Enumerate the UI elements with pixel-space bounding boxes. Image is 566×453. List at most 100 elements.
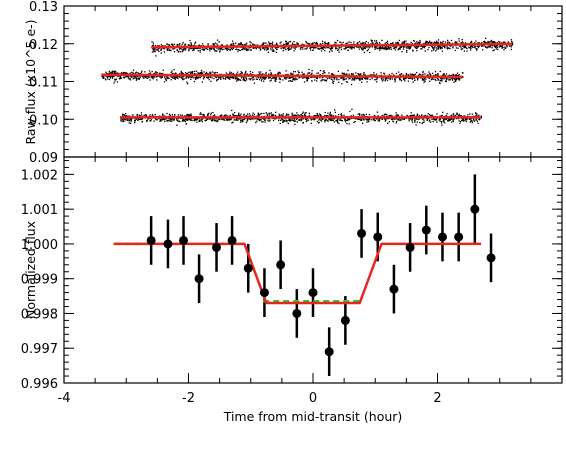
raw-flux-point bbox=[354, 77, 356, 79]
raw-flux-point bbox=[353, 77, 355, 80]
raw-flux-point bbox=[228, 118, 230, 120]
raw-flux-point bbox=[281, 114, 283, 116]
raw-flux-point bbox=[302, 46, 304, 48]
raw-flux-point bbox=[477, 46, 480, 49]
raw-flux-point bbox=[297, 70, 299, 72]
raw-flux-point bbox=[440, 121, 442, 123]
raw-flux-point bbox=[161, 76, 163, 78]
raw-flux-point bbox=[458, 114, 460, 117]
raw-flux-point bbox=[166, 112, 168, 115]
raw-flux-point bbox=[340, 77, 343, 79]
raw-flux-point bbox=[292, 42, 294, 44]
raw-flux-point bbox=[288, 119, 290, 122]
raw-flux-point bbox=[480, 117, 482, 119]
raw-flux-point bbox=[439, 82, 441, 85]
normalized-flux-axis-title: Normalized flux bbox=[23, 221, 38, 319]
raw-flux-point bbox=[320, 115, 322, 117]
raw-flux-point bbox=[265, 47, 268, 49]
raw-flux-point bbox=[435, 118, 437, 120]
raw-flux-point bbox=[151, 45, 154, 47]
raw-flux-point bbox=[358, 114, 361, 116]
raw-flux-point bbox=[293, 118, 296, 120]
raw-flux-point bbox=[246, 120, 248, 122]
raw-flux-point bbox=[489, 41, 491, 43]
raw-flux-point bbox=[270, 42, 272, 45]
raw-flux-point bbox=[212, 115, 215, 117]
raw-flux-point bbox=[187, 115, 189, 117]
raw-flux-point bbox=[469, 41, 472, 44]
raw-flux-point bbox=[308, 43, 310, 45]
raw-flux-point bbox=[170, 71, 172, 73]
raw-flux-point bbox=[182, 118, 184, 120]
raw-flux-point bbox=[414, 121, 416, 123]
raw-flux-point bbox=[340, 119, 342, 121]
raw-flux-point bbox=[241, 49, 243, 51]
raw-flux-point bbox=[397, 114, 400, 117]
time-axis-title: Time from mid-transit (hour) bbox=[223, 409, 403, 424]
raw-flux-point bbox=[162, 114, 164, 116]
raw-flux-point bbox=[261, 112, 263, 115]
raw-flux-point bbox=[485, 37, 487, 39]
raw-flux-point bbox=[351, 77, 354, 79]
raw-flux-point bbox=[181, 114, 184, 116]
raw-flux-point bbox=[273, 50, 275, 52]
raw-flux-point bbox=[371, 46, 373, 48]
raw-flux-point bbox=[419, 73, 421, 75]
raw-flux-point bbox=[192, 48, 194, 50]
raw-flux-point bbox=[491, 47, 493, 49]
raw-flux-point bbox=[387, 122, 389, 124]
raw-flux-point bbox=[412, 39, 415, 42]
raw-flux-point bbox=[403, 118, 405, 120]
raw-flux-point bbox=[461, 48, 463, 50]
raw-flux-point bbox=[232, 77, 234, 79]
raw-flux-point bbox=[375, 79, 377, 81]
raw-flux-point bbox=[462, 72, 464, 74]
raw-flux-point bbox=[504, 46, 506, 48]
raw-flux-point bbox=[156, 49, 158, 51]
raw-flux-point bbox=[124, 118, 127, 120]
raw-flux-point bbox=[272, 41, 274, 43]
raw-flux-point bbox=[319, 69, 322, 72]
raw-flux-point bbox=[152, 76, 154, 79]
raw-flux-point bbox=[359, 77, 361, 79]
raw-flux-point bbox=[153, 51, 155, 53]
raw-flux-point bbox=[135, 118, 138, 120]
raw-flux-point bbox=[397, 41, 399, 43]
raw-flux-point bbox=[209, 73, 211, 75]
raw-flux-point bbox=[374, 42, 376, 45]
raw-flux-point bbox=[369, 46, 371, 48]
raw-flux-point bbox=[214, 120, 216, 122]
raw-flux-point bbox=[264, 47, 267, 49]
raw-flux-point bbox=[363, 51, 366, 54]
raw-flux-point bbox=[279, 77, 281, 80]
raw-flux-point bbox=[201, 48, 203, 51]
normalized-flux-point bbox=[243, 263, 253, 273]
raw-flux-point bbox=[241, 72, 243, 74]
raw-flux-point bbox=[398, 47, 400, 50]
raw-flux-point bbox=[389, 47, 391, 49]
raw-flux-point bbox=[403, 41, 405, 44]
raw-flux-point bbox=[187, 44, 189, 46]
raw-flux-point bbox=[171, 43, 174, 45]
raw-flux-point bbox=[271, 115, 273, 117]
raw-flux-point bbox=[222, 119, 224, 121]
raw-flux-point bbox=[439, 46, 442, 48]
raw-flux-point bbox=[289, 118, 291, 120]
raw-flux-point bbox=[401, 42, 403, 44]
raw-flux-point bbox=[106, 72, 108, 75]
raw-flux-point bbox=[229, 48, 231, 50]
raw-flux-point bbox=[343, 114, 345, 116]
raw-flux-point bbox=[240, 41, 242, 44]
normalized-flux-point bbox=[373, 232, 383, 242]
raw-flux-point bbox=[186, 119, 188, 121]
raw-flux-point bbox=[169, 118, 171, 121]
raw-flux-point bbox=[237, 119, 239, 121]
raw-flux-point bbox=[166, 120, 168, 122]
raw-flux-point bbox=[272, 119, 275, 122]
raw-flux-point bbox=[238, 115, 241, 117]
raw-flux-point bbox=[486, 47, 488, 49]
raw-flux-point bbox=[355, 72, 357, 74]
raw-flux-point bbox=[396, 120, 398, 123]
raw-flux-point bbox=[455, 74, 457, 76]
